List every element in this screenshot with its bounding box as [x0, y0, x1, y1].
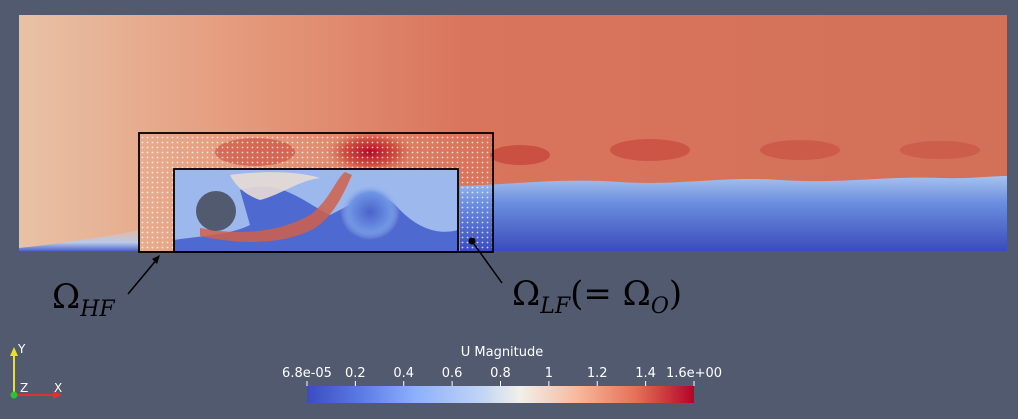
- cylinder-obstacle: [196, 191, 236, 231]
- omega-hf-arrow: [127, 255, 160, 295]
- colorbar-title: U Magnitude: [461, 345, 544, 360]
- z-axis-dot: [10, 391, 18, 399]
- hf-mesh-dots: [139, 133, 493, 252]
- omega-hf-symbol: Ω: [52, 277, 80, 317]
- omega-hf-label: ΩHF: [52, 277, 115, 322]
- shear-layer-red-3: [760, 140, 840, 160]
- omega-hf-subscript: HF: [79, 297, 115, 322]
- shear-layer-red-2: [610, 139, 690, 161]
- colorbar-tick-label: 6.8e-05: [282, 366, 332, 381]
- omega-lf-suffix-open: (= Ω: [570, 274, 651, 314]
- shear-layer-red-1: [490, 145, 550, 165]
- colorbar-tick-label: 1: [545, 366, 553, 381]
- colorbar: U Magnitude 6.8e-05 0.2 0.4 0.6 0.8 1 1.2 1.4 1.…: [282, 345, 722, 403]
- inner-blue-core: [340, 184, 400, 240]
- downstream-wake: [460, 176, 1007, 251]
- omega-lf-suffix-sub: O: [651, 294, 669, 319]
- omega-lf-subscript: LF: [539, 294, 571, 319]
- omega-lf-region-outline: [173, 168, 459, 253]
- inlet-boundary-layer: [19, 230, 140, 251]
- omega-lf-symbol: Ω: [512, 274, 540, 314]
- colorbar-gradient: [307, 386, 694, 403]
- shear-layer-red-4: [900, 141, 980, 159]
- colorbar-tick-label: 0.8: [490, 366, 511, 381]
- colorbar-ticks: 6.8e-05 0.2 0.4 0.6 0.8 1 1.2 1.4 1.6e+00: [282, 366, 722, 386]
- y-axis-arrowhead: [10, 347, 18, 356]
- colorbar-tick-label: 0.6: [442, 366, 463, 381]
- x-axis-label: X: [54, 381, 62, 395]
- colorbar-tick-label: 1.2: [587, 366, 608, 381]
- omega-lf-label: ΩLF(= ΩO): [512, 274, 682, 319]
- vortex-white-band: [230, 172, 320, 200]
- colorbar-tick-label: 0.2: [345, 366, 366, 381]
- vortex-red-band: [200, 172, 352, 242]
- x-axis-arrowhead: [53, 391, 62, 399]
- colorbar-tick-label: 0.4: [393, 366, 414, 381]
- omega-lf-suffix-close: ): [669, 274, 682, 314]
- axes-triad: Y Z X: [10, 342, 62, 399]
- y-axis-label: Y: [17, 342, 26, 356]
- z-axis-label: Z: [20, 381, 28, 395]
- omega-lf-arrow: [468, 237, 503, 284]
- colorbar-tick-label: 1.6e+00: [666, 366, 722, 381]
- colorbar-tick-label: 1.4: [635, 366, 656, 381]
